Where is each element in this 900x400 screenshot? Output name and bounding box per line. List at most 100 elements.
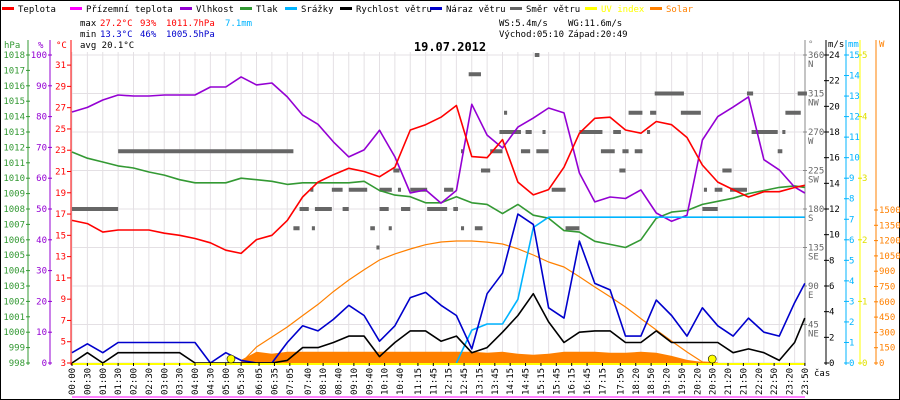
wind-direction-mark xyxy=(536,149,549,154)
axis-title-hpa: hPa xyxy=(4,41,20,51)
stat-min-label: min xyxy=(80,30,96,40)
legend-swatch xyxy=(430,7,442,10)
legend-swatch xyxy=(2,7,14,10)
tick-label-direction: 45 xyxy=(808,321,819,331)
tick-label-mm: 5 xyxy=(849,256,854,266)
tick-label-w: 0 xyxy=(879,359,884,369)
wind-direction-mark xyxy=(379,187,392,192)
tick-label-hpa: 1013 xyxy=(3,128,25,138)
wind-direction-mark xyxy=(730,187,747,192)
sunrise-marker xyxy=(226,354,236,364)
tick-label-time: 12:45 xyxy=(460,368,470,395)
tick-label-celsius: 19 xyxy=(55,189,66,199)
tick-label-percent: 50 xyxy=(36,205,47,215)
wind-direction-mark xyxy=(777,149,783,154)
tick-label-hpa: 1001 xyxy=(3,313,25,323)
tick-label-celsius: 13 xyxy=(55,253,66,263)
tick-label-time: 19:20 xyxy=(663,368,673,395)
tick-label-ms: 16 xyxy=(829,154,840,164)
tick-label-time: 01:30 xyxy=(114,368,124,395)
tick-label-time: 11:45 xyxy=(429,368,439,395)
tick-label-hpa: 1009 xyxy=(3,190,25,200)
tick-label-w: 1050 xyxy=(879,252,900,262)
wind-direction-mark xyxy=(520,149,531,154)
wind-direction-mark xyxy=(551,187,566,192)
wind-direction-mark xyxy=(680,110,701,115)
tick-label-hpa: 1016 xyxy=(3,82,25,92)
wind-direction-mark xyxy=(293,226,300,231)
tick-label-time: 18:50 xyxy=(647,368,657,395)
stat-avg-temp: avg 20.1°C xyxy=(80,41,134,51)
tick-label-hpa: 1004 xyxy=(3,267,25,277)
tick-label-w: 150 xyxy=(879,344,895,354)
tick-label-w: 1200 xyxy=(879,237,900,247)
tick-label-ms: 22 xyxy=(829,77,840,87)
tick-label-time: 12:15 xyxy=(445,368,455,395)
tick-label-direction: 225 xyxy=(808,167,824,177)
tick-label-time: 09:40 xyxy=(365,368,375,395)
wind-direction-mark xyxy=(453,207,458,211)
tick-label-mm: 11 xyxy=(849,133,860,143)
wind-direction-mark xyxy=(525,130,532,134)
tick-label-hpa: 1011 xyxy=(3,159,25,169)
tick-label-compass: SW xyxy=(808,176,819,186)
wind-direction-mark xyxy=(410,187,428,192)
wind-direction-mark xyxy=(751,130,778,134)
tick-label-ms: 6 xyxy=(829,282,834,292)
legend-label: Náraz větru xyxy=(446,5,506,15)
tick-label-time: 14:45 xyxy=(522,368,532,395)
tick-label-hpa: 1008 xyxy=(3,205,25,215)
tick-label-time: 16:45 xyxy=(583,368,593,395)
tick-label-uv: 0 xyxy=(862,359,867,369)
wind-direction-mark xyxy=(427,207,448,211)
wind-direction-mark xyxy=(311,226,315,231)
tick-label-compass: NE xyxy=(808,330,819,340)
tick-label-time: 00:30 xyxy=(83,368,93,395)
tick-label-hpa: 1014 xyxy=(3,113,25,123)
chart-title: 19.07.2012 xyxy=(414,40,486,54)
tick-label-w: 1500 xyxy=(879,206,900,216)
wind-direction-mark xyxy=(72,207,119,211)
wind-direction-mark xyxy=(444,187,454,192)
wind-direction-mark xyxy=(370,226,375,231)
tick-label-time: 13:15 xyxy=(475,368,485,395)
solar-area xyxy=(241,351,718,363)
tick-label-mm: 4 xyxy=(849,277,854,287)
wind-direction-mark xyxy=(348,187,368,192)
tick-label-celsius: 5 xyxy=(61,338,66,348)
tick-label-time: 22:50 xyxy=(770,368,780,395)
wind-direction-mark xyxy=(634,149,643,154)
stat-wind-gust: WG:11.6m/s xyxy=(568,19,622,29)
tick-label-time: 17:50 xyxy=(616,368,626,395)
wind-direction-mark xyxy=(460,226,465,231)
tick-label-celsius: 9 xyxy=(61,295,66,305)
wind-direction-mark xyxy=(480,168,491,173)
tick-label-time: 00:00 xyxy=(68,368,78,395)
wind-direction-mark xyxy=(703,187,707,192)
wind-direction-mark xyxy=(342,207,349,211)
tick-label-ms: 8 xyxy=(829,256,834,266)
tick-label-percent: 20 xyxy=(36,297,47,307)
tick-label-direction: 315 xyxy=(808,90,824,100)
tick-label-mm: 10 xyxy=(849,154,860,164)
legend-swatch xyxy=(340,7,352,10)
tick-label-time: 23:50 xyxy=(801,368,811,395)
tick-label-percent: 80 xyxy=(36,113,47,123)
wind-direction-mark xyxy=(782,130,786,134)
tick-label-direction: 270 xyxy=(808,128,824,138)
axis-title-mm: mm xyxy=(848,40,859,50)
tick-label-celsius: 3 xyxy=(61,359,66,369)
wind-direction-mark xyxy=(388,226,392,231)
stat-min-temp: 13.3°C xyxy=(100,30,133,40)
axis-title-ms: m/s xyxy=(828,40,844,50)
tick-label-ms: 0 xyxy=(829,359,834,369)
tick-label-time: 07:05 xyxy=(286,368,296,395)
legend-swatch xyxy=(650,7,662,10)
tick-label-mm: 2 xyxy=(849,318,854,328)
tick-label-mm: 1 xyxy=(849,338,854,348)
tick-label-celsius: 31 xyxy=(55,61,66,71)
tick-label-w: 450 xyxy=(879,313,895,323)
wind-direction-mark xyxy=(504,110,508,115)
tick-label-percent: 10 xyxy=(36,328,47,338)
